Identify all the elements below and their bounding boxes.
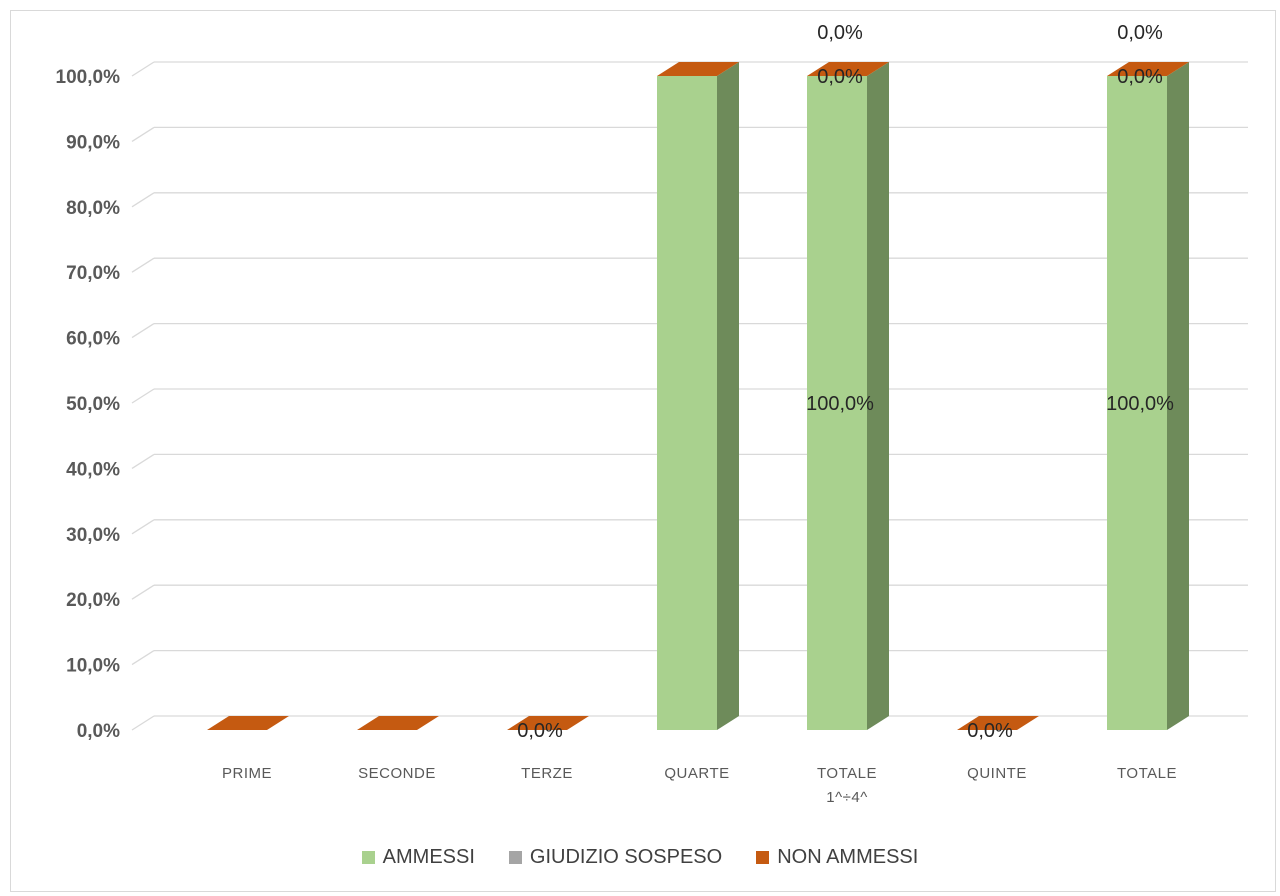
- gridline-depth: [131, 126, 155, 142]
- y-tick-label: 90,0%: [66, 132, 120, 153]
- x-tick-label: TERZE: [521, 765, 573, 782]
- y-tick-label: 80,0%: [66, 198, 120, 219]
- y-tick-label: 70,0%: [66, 263, 120, 284]
- bar-group: [657, 62, 739, 730]
- legend-swatch: [361, 851, 375, 864]
- legend-label: AMMESSI: [382, 846, 475, 868]
- bar-group: [507, 716, 589, 730]
- legend-label: NON AMMESSI: [777, 846, 919, 868]
- x-tick-label: QUARTE: [664, 765, 729, 782]
- data-label-non-ammessi: 0,0%: [1117, 66, 1163, 88]
- x-axis-ticks: PRIME SECONDE TERZE QUARTE TOTALE 1^÷4^ QUINTE…: [222, 765, 1177, 806]
- y-tick-label: 50,0%: [66, 394, 120, 415]
- gridline-depth: [131, 650, 155, 666]
- y-tick-label: 40,0%: [66, 459, 120, 480]
- bar-side-ammessi: [1167, 62, 1189, 730]
- gridline-depth: [131, 453, 155, 469]
- data-label-non-ammessi: 0,0%: [517, 720, 563, 742]
- data-label-giudizio-sospeso: 0,0%: [1117, 22, 1163, 44]
- bar-top-non-ammessi: [657, 62, 739, 76]
- x-tick-label: 1^÷4^: [826, 789, 868, 806]
- data-labels: 0,0% 100,0% 0,0% 0,0% 0,0% 100,0% 0,0% 0,0%: [517, 22, 1174, 742]
- y-tick-label: 20,0%: [66, 590, 120, 611]
- bar-group: [1107, 62, 1189, 730]
- data-label-giudizio-sospeso: 0,0%: [817, 22, 863, 44]
- bar-top-non-ammessi: [807, 62, 889, 76]
- gridline-depth: [131, 388, 155, 404]
- gridline-depth: [131, 519, 155, 535]
- y-axis-ticks: 0,0% 10,0% 20,0% 30,0% 40,0% 50,0% 60,0% 70,0% 8…: [56, 67, 121, 742]
- bar-group: [957, 716, 1039, 730]
- gridline-depth: [131, 257, 155, 273]
- chart-frame: [10, 10, 1276, 892]
- bar-top-non-ammessi: [507, 716, 589, 730]
- bar-group: [807, 62, 889, 730]
- bar-top-non-ammessi: [357, 716, 439, 730]
- data-label-non-ammessi: 0,0%: [817, 66, 863, 88]
- data-label-non-ammessi: 0,0%: [967, 720, 1013, 742]
- bar-side-ammessi: [867, 62, 889, 730]
- y-tick-label: 60,0%: [66, 329, 120, 350]
- x-tick-label: SECONDE: [358, 765, 436, 782]
- bar-ammessi: [807, 76, 867, 730]
- legend-item: NON AMMESSI: [756, 846, 918, 869]
- legend: AMMESSI GIUDIZIO SOSPESO NON AMMESSI: [0, 846, 1280, 869]
- y-tick-label: 30,0%: [66, 525, 120, 546]
- data-label-ammessi: 100,0%: [1106, 393, 1174, 415]
- legend-swatch: [508, 851, 522, 864]
- gridline-depth: [131, 715, 155, 731]
- x-tick-label: TOTALE: [817, 765, 877, 782]
- gridline-depth: [131, 61, 155, 77]
- bar-ammessi: [657, 76, 717, 730]
- y-tick-label: 100,0%: [56, 67, 121, 88]
- y-tick-label: 10,0%: [66, 656, 120, 677]
- bar-top-non-ammessi: [1107, 62, 1189, 76]
- bar-group: [207, 716, 289, 730]
- legend-item: AMMESSI: [361, 846, 475, 869]
- bar-layer: [207, 62, 1189, 730]
- gridline-depth: [131, 192, 155, 208]
- y-tick-label: 0,0%: [77, 721, 120, 742]
- x-tick-label: TOTALE: [1117, 765, 1177, 782]
- legend-swatch: [756, 851, 770, 864]
- bar-ammessi: [1107, 76, 1167, 730]
- legend-label: GIUDIZIO SOSPESO: [529, 846, 723, 868]
- bar-group: [357, 716, 439, 730]
- bar-top-non-ammessi: [207, 716, 289, 730]
- bar-top-non-ammessi: [957, 716, 1039, 730]
- data-label-ammessi: 100,0%: [806, 393, 874, 415]
- gridline-depth: [131, 323, 155, 339]
- gridline-depth: [131, 584, 155, 600]
- x-tick-label: QUINTE: [967, 765, 1027, 782]
- x-tick-label: PRIME: [222, 765, 272, 782]
- bar-side-ammessi: [717, 62, 739, 730]
- legend-item: GIUDIZIO SOSPESO: [508, 846, 723, 869]
